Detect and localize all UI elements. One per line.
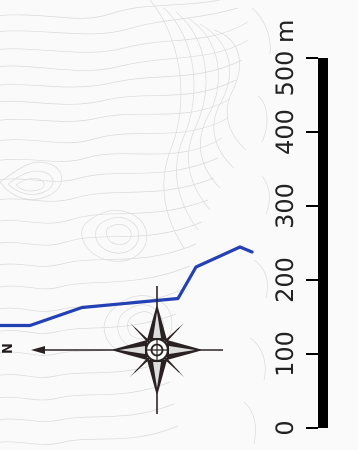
scale-label-200: 200 bbox=[271, 257, 299, 303]
route-line bbox=[0, 245, 254, 328]
compass-west-highlight bbox=[119, 346, 145, 354]
compass-east-highlight bbox=[169, 346, 195, 354]
compass-south-highlight bbox=[153, 362, 161, 388]
scale-label-100: 100 bbox=[271, 331, 299, 377]
scale-bar-main-bar bbox=[318, 58, 328, 428]
compass-rose-icon: N bbox=[1, 286, 223, 414]
compass-tick-ne bbox=[170, 327, 180, 337]
scale-label-0: 0 bbox=[271, 420, 299, 435]
north-label: N bbox=[1, 343, 16, 354]
compass-north-highlight bbox=[153, 312, 161, 338]
scale-bar: 0 100 200 300 400 500 m bbox=[271, 20, 328, 436]
compass-tick-se bbox=[170, 363, 180, 373]
scale-label-300: 300 bbox=[271, 183, 299, 229]
compass-north-arrow bbox=[31, 346, 45, 354]
scale-label-500: 500 m bbox=[271, 20, 299, 97]
compass-tick-nw bbox=[134, 327, 144, 337]
topographic-contours bbox=[0, 0, 271, 445]
scale-label-400: 400 bbox=[271, 109, 299, 155]
compass-tick-sw bbox=[134, 363, 144, 373]
